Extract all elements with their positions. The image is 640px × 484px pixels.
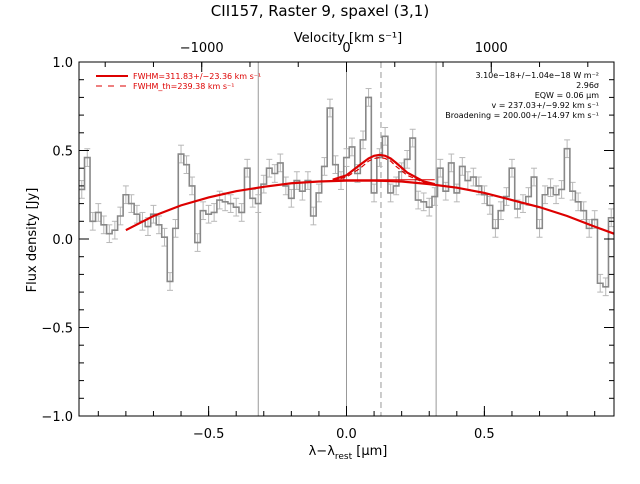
chart-title: CII157, Raster 9, spaxel (3,1) bbox=[211, 2, 429, 20]
annotation-text: EQW = 0.06 μm bbox=[535, 91, 599, 100]
x-axis-label-main: λ−λ bbox=[309, 444, 336, 459]
annotation-text: v = 237.03+/−9.92 km s⁻¹ bbox=[491, 101, 599, 110]
y-tick-label: −1.0 bbox=[41, 410, 73, 425]
top-tick-label: −1000 bbox=[180, 41, 224, 56]
continuum-fit-line bbox=[125, 179, 615, 235]
legend-label: FWHM=311.83+/−23.36 km s⁻¹ bbox=[133, 72, 261, 81]
legend-label: FWHM_th=239.38 km s⁻¹ bbox=[133, 82, 234, 91]
data-series bbox=[79, 96, 615, 288]
top-tick-label: 1000 bbox=[475, 41, 508, 56]
y-tick-label: 0.5 bbox=[52, 145, 73, 160]
fwhm-th-curve bbox=[332, 156, 435, 185]
axes: −0.5 0.0 0.5 −1.0 −0.5 0.0 0.5 1.0 −1000 0 1000 bbox=[41, 41, 615, 442]
y-tick-label: 1.0 bbox=[52, 56, 73, 71]
reference-lines bbox=[257, 62, 437, 416]
x-tick-label: 0.5 bbox=[474, 427, 495, 442]
top-axis-label: Velocity [km s⁻¹] bbox=[294, 31, 402, 46]
x-axis-label-unit: [μm] bbox=[352, 444, 387, 459]
annotation-text: Broadening = 200.00+/−14.97 km s⁻¹ bbox=[445, 111, 599, 120]
legend: FWHM=311.83+/−23.36 km s⁻¹FWHM_th=239.38… bbox=[96, 72, 261, 91]
annotation-text: 3.10e−18+/−1.04e−18 W m⁻² bbox=[475, 71, 599, 80]
gaussian-fit-curve bbox=[332, 153, 436, 186]
x-axis-label: λ−λrest [μm] bbox=[309, 444, 388, 462]
y-tick-label: −0.5 bbox=[41, 322, 73, 337]
top-tick-label: 0 bbox=[342, 41, 350, 56]
annotation-text: 2.96σ bbox=[576, 81, 599, 90]
y-axis-label: Flux density [Jy] bbox=[25, 188, 40, 293]
x-tick-label: −0.5 bbox=[193, 427, 225, 442]
x-axis-label-sub: rest bbox=[335, 452, 353, 462]
y-tick-label: 0.0 bbox=[52, 233, 73, 248]
x-tick-label: 0.0 bbox=[336, 427, 357, 442]
